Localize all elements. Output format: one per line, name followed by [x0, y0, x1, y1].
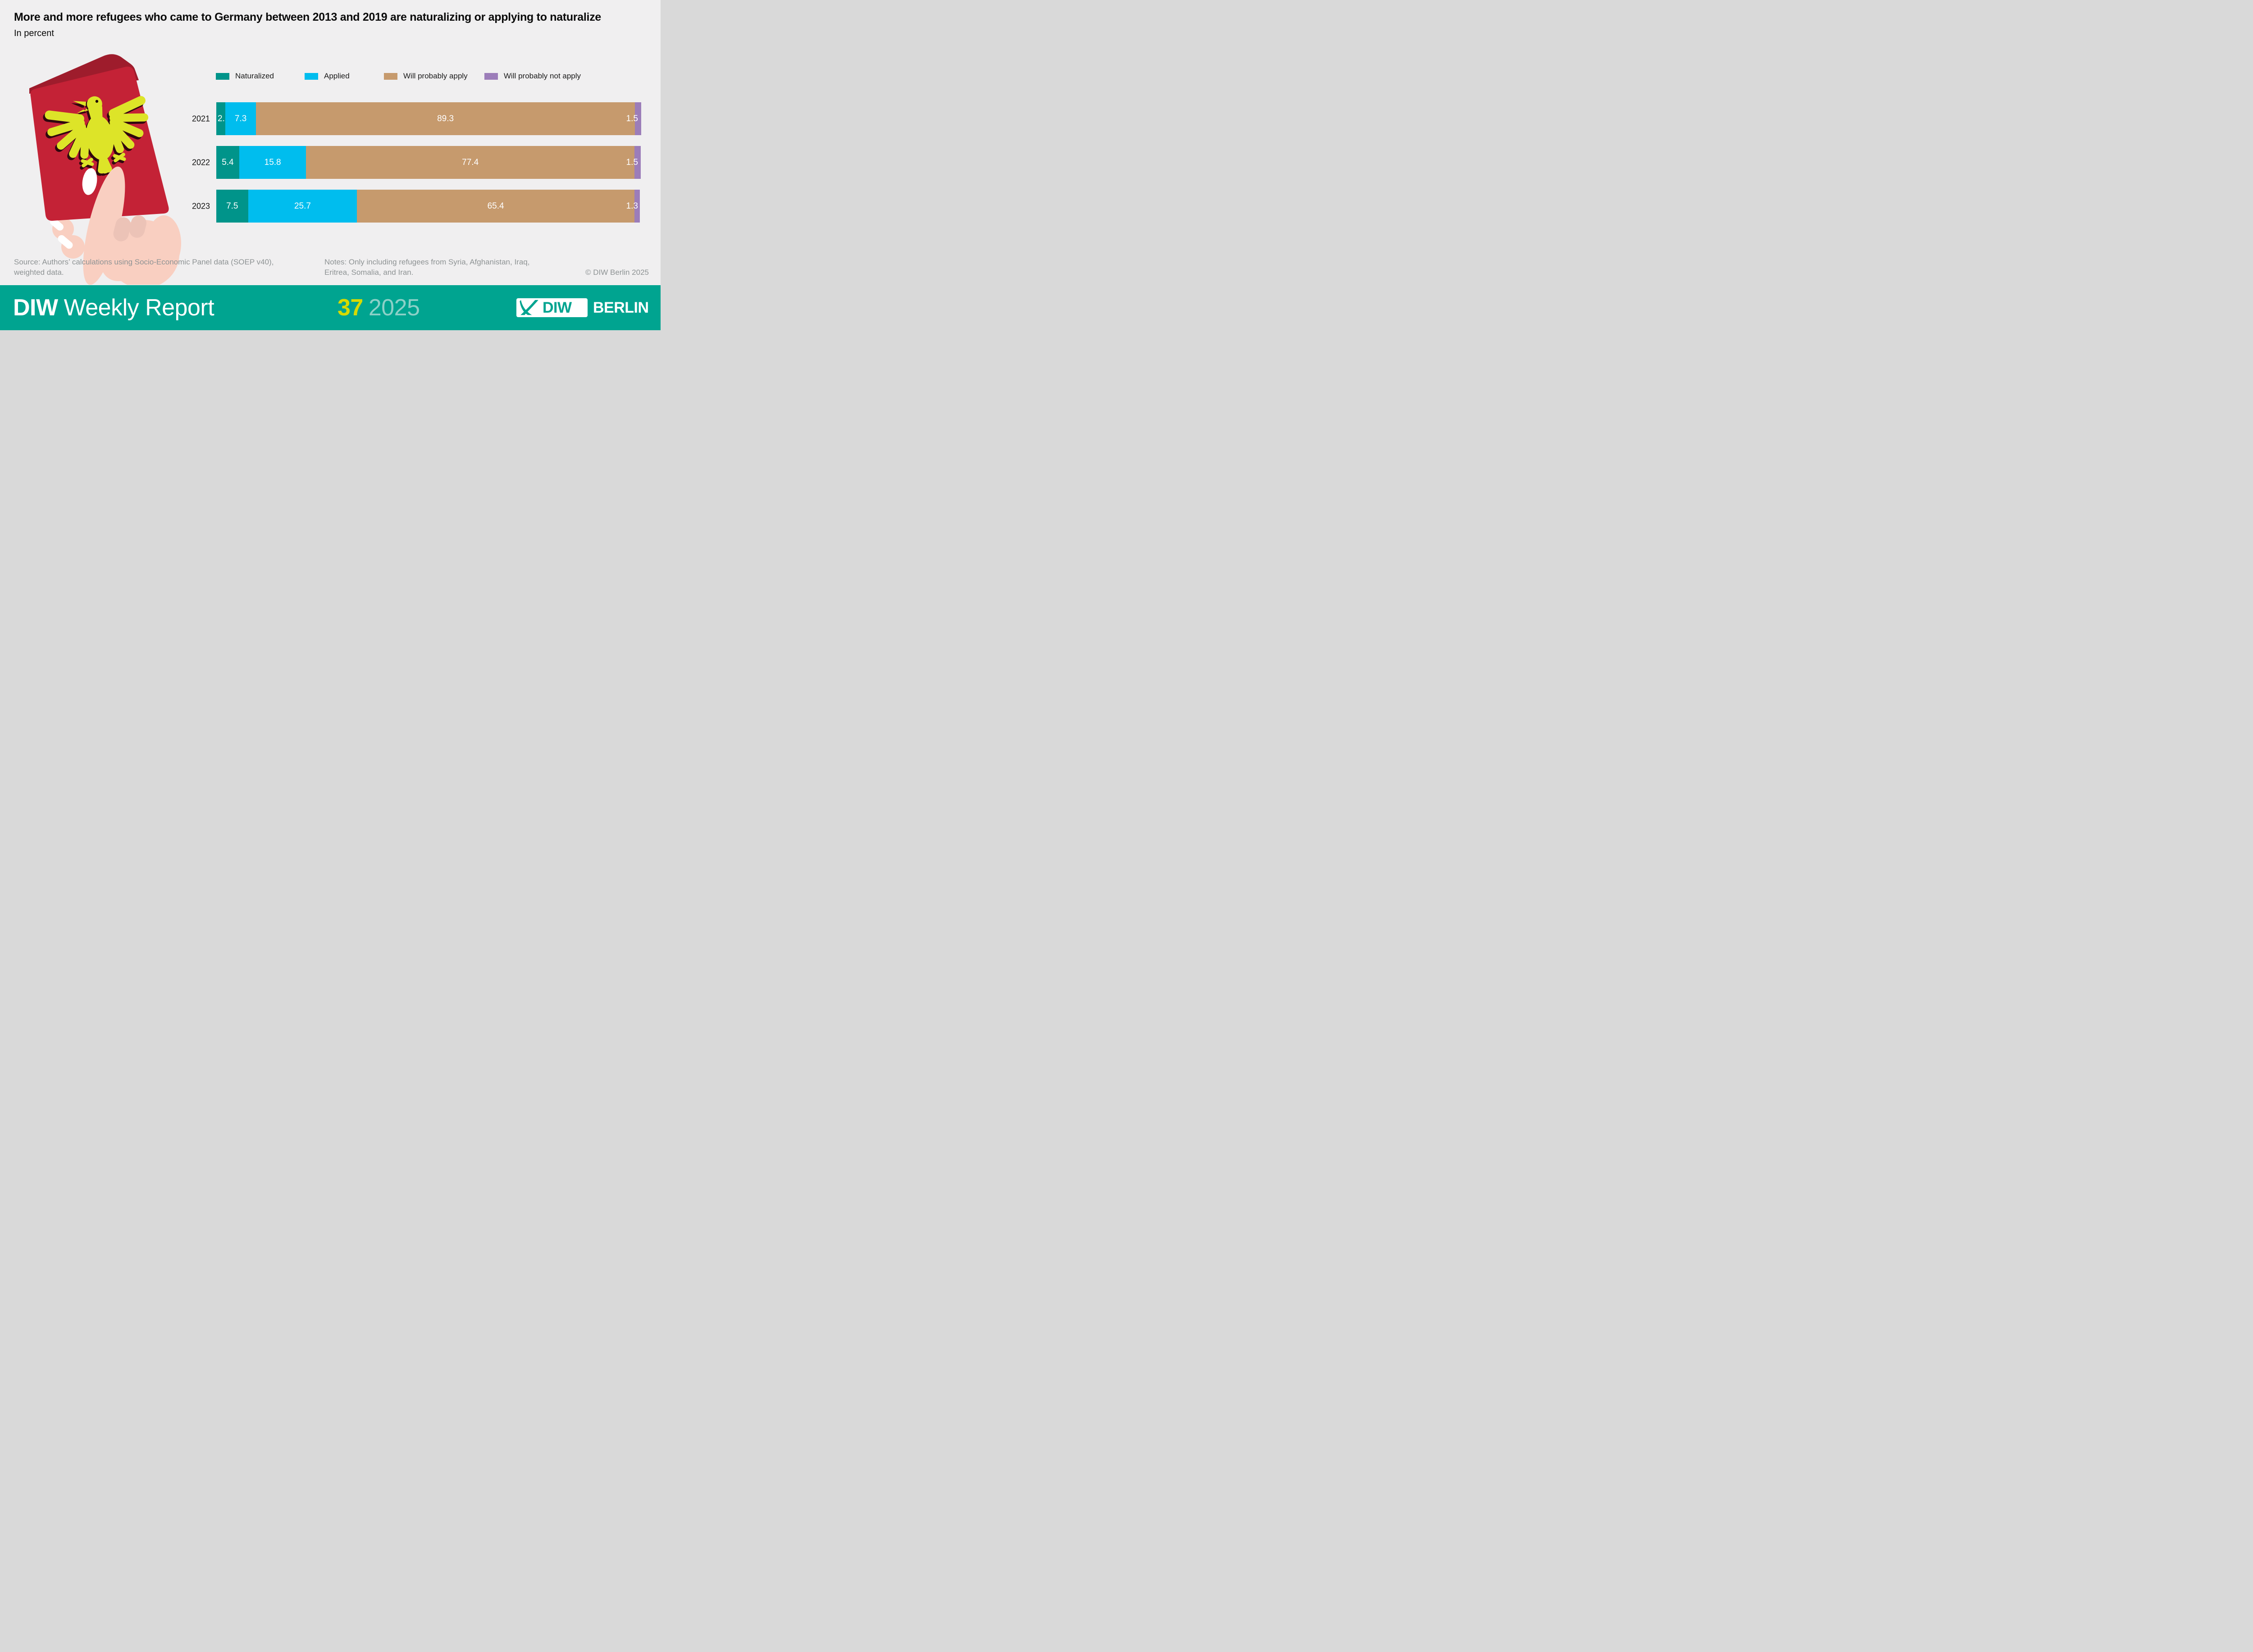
source-line: weighted data. — [14, 268, 64, 277]
bar-segment-applied — [225, 102, 256, 135]
legend-item-naturalized: Naturalized — [216, 71, 274, 81]
publication-title: Weekly Report — [64, 295, 214, 321]
bar-segment-will-probably-not-apply — [634, 190, 640, 223]
value-label: 1.5 — [626, 114, 638, 123]
logo-diw-text: DIW — [543, 299, 572, 316]
bar-segment-naturalized — [216, 190, 248, 223]
bar-segment-applied — [239, 146, 306, 179]
legend-label: Naturalized — [235, 72, 274, 80]
page-subtitle: In percent — [14, 28, 54, 38]
legend-swatch-naturalized — [216, 73, 229, 80]
page-title: More and more refugees who came to Germa… — [14, 11, 602, 23]
thumb-nail — [82, 168, 97, 195]
bar-segment-will-probably-not-apply — [634, 102, 641, 135]
value-label: 89.3 — [437, 114, 454, 123]
bar-segment-will-probably-apply — [357, 190, 634, 223]
bar-segment-naturalized — [216, 146, 239, 179]
issue-number: 37 — [337, 295, 363, 321]
notes-line: Eritrea, Somalia, and Iran. — [324, 268, 414, 277]
legend-swatch-applied — [305, 73, 318, 80]
notes: Notes: Only including refugees from Syri… — [324, 257, 604, 278]
value-label: 1.3 — [626, 201, 638, 211]
diw-swoosh-icon — [520, 300, 538, 315]
value-label: 15.8 — [264, 157, 281, 167]
bar-segment-will-probably-apply — [256, 102, 635, 135]
legend-item-will-probably-apply: Will probably apply — [384, 71, 468, 81]
logo-berlin-text: BERLIN — [593, 299, 649, 316]
hand — [82, 166, 181, 285]
fingers-behind-passport — [50, 218, 85, 259]
publication-brand: DIW — [13, 295, 58, 321]
value-label: 25.7 — [294, 201, 311, 211]
diw-berlin-logo: DIW — [516, 298, 588, 317]
stacked-bar-chart: 2021 2.1 7.3 89.3 1.5 2022 5.4 15.8 77.4 1.5 2023 7… — [192, 102, 641, 223]
legend-label: Applied — [324, 72, 350, 80]
value-label: 65.4 — [487, 201, 504, 211]
legend-label: Will probably not apply — [504, 72, 581, 80]
bar-segment-will-probably-apply — [306, 146, 634, 179]
value-label: 7.5 — [226, 201, 238, 211]
source-note: Source: Authors’ calculations using Soci… — [14, 257, 311, 278]
infographic-page: More and more refugees who came to Germa… — [0, 0, 661, 330]
legend-item-applied: Applied — [305, 71, 350, 81]
bar-row-2021: 2021 2.1 7.3 89.3 1.5 — [192, 102, 641, 135]
publication-name: DIW Weekly Report — [13, 285, 214, 330]
notes-line: Notes: Only including refugees from Syri… — [324, 258, 530, 266]
legend-swatch-will-probably-apply — [384, 73, 397, 80]
bar-segment-applied — [248, 190, 357, 223]
bar-segment-naturalized — [216, 102, 225, 135]
issue-info: 37 2025 — [337, 285, 420, 330]
value-label: 1.5 — [626, 157, 638, 167]
category-label-2022: 2022 — [192, 158, 210, 167]
value-label: 5.4 — [222, 157, 234, 167]
issue-year: 2025 — [368, 295, 420, 321]
category-label-2021: 2021 — [192, 114, 210, 123]
value-label: 77.4 — [462, 157, 479, 167]
value-label: 7.3 — [234, 114, 247, 123]
federal-eagle-icon — [42, 88, 157, 182]
legend-item-will-probably-not-apply: Will probably not apply — [484, 71, 581, 81]
source-line: Source: Authors’ calculations using Soci… — [14, 258, 274, 266]
bar-row-2023: 2023 7.5 25.7 65.4 1.3 — [192, 190, 640, 223]
copyright: © DIW Berlin 2025 — [585, 268, 649, 277]
bar-row-2022: 2022 5.4 15.8 77.4 1.5 — [192, 146, 641, 179]
category-label-2023: 2023 — [192, 201, 210, 210]
legend-swatch-will-probably-not-apply — [484, 73, 498, 80]
hand-holding-passport-illustration — [29, 54, 181, 285]
bar-segment-will-probably-not-apply — [634, 146, 641, 179]
legend-label: Will probably apply — [403, 72, 468, 80]
